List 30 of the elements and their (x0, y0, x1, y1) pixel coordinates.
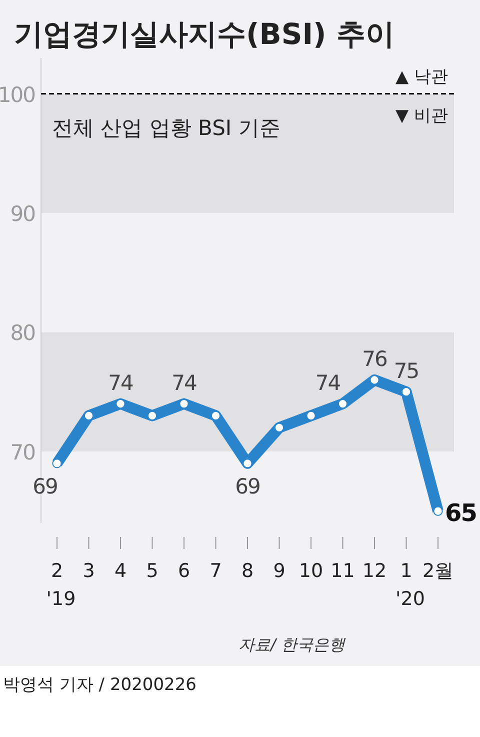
x-tick-label: 7 (210, 560, 222, 582)
data-label: 75 (394, 358, 419, 383)
x-tick-label: 6 (178, 560, 190, 582)
ref-line-label: ▲ 낙관 ▼ 비관 (396, 66, 448, 126)
text: 전체 산업 업황 BSI 기준 (52, 116, 280, 140)
x-tick-label: 8 (241, 560, 254, 582)
x-tick-label: 1 '20 (396, 560, 425, 610)
x-tick-label: 2 '19 (46, 560, 76, 610)
x-tick-label: 2월 (422, 560, 454, 582)
x-tick-label: 9 (273, 560, 286, 582)
data-label: 65 (445, 499, 477, 528)
data-label: 76 (362, 346, 388, 371)
data-label: 74 (315, 370, 341, 395)
text: 자료/ 한국은행 (238, 635, 346, 654)
data-label: 74 (108, 370, 134, 395)
data-label: 69 (32, 474, 58, 498)
y-tick-label: 80 (10, 321, 35, 346)
x-tick-label: 12 (362, 560, 387, 582)
y-tick-label: 100 (0, 82, 35, 107)
data-label: 74 (172, 370, 197, 395)
y-tick-label: 70 (10, 440, 35, 464)
x-tick-label: 10 (298, 560, 324, 582)
x-tick-label: 3 (82, 560, 95, 582)
chart-title: 기업경기실사지수(BSI) 추이 (14, 17, 394, 51)
x-tick-label: 5 (146, 560, 158, 582)
x-tick-label: 4 (114, 560, 127, 582)
data-label: 69 (235, 474, 260, 498)
y-tick-label: 90 (10, 202, 35, 226)
x-tick-label: 11 (330, 560, 355, 582)
text: 박영석 기자 / 20200226 (3, 675, 196, 695)
